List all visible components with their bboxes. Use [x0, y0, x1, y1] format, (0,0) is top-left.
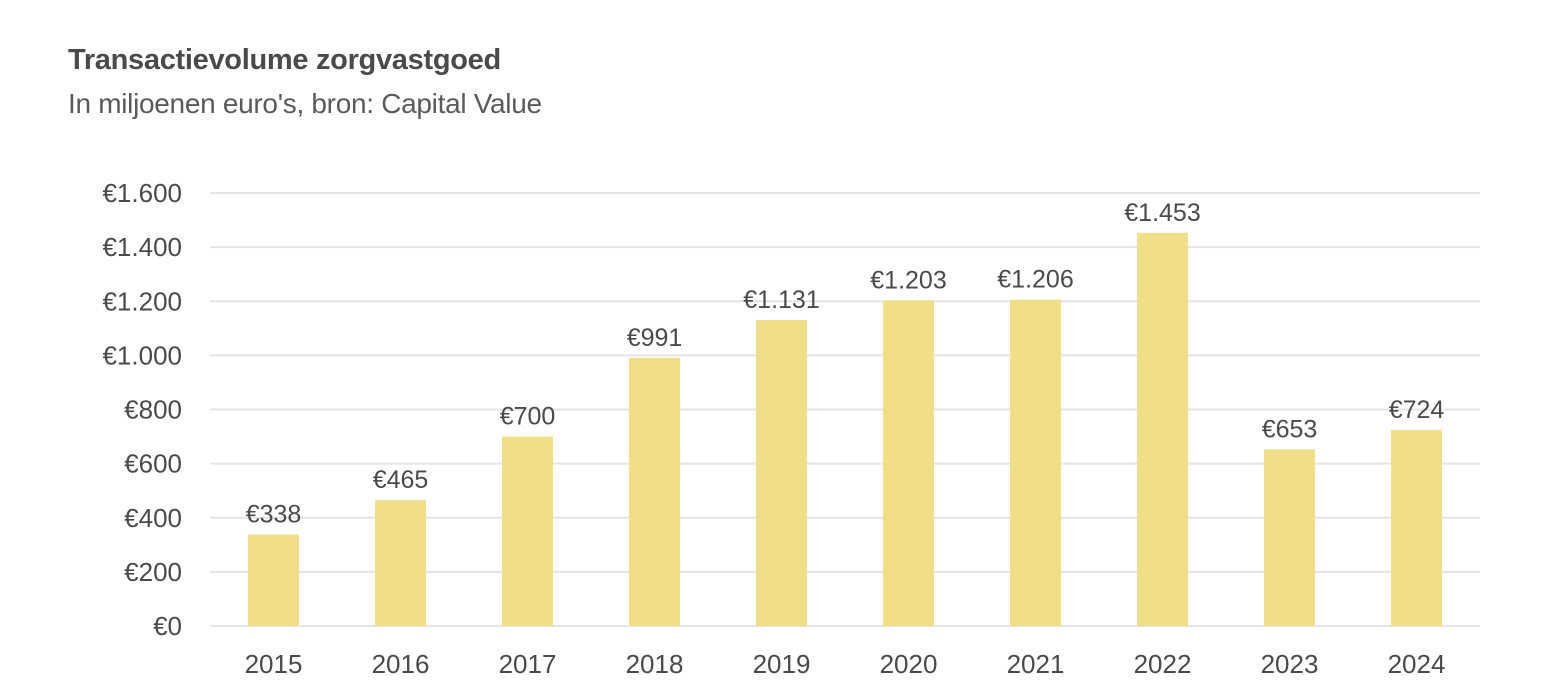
y-tick-label: €0 [153, 611, 182, 641]
bar-2015 [248, 534, 299, 626]
data-label: €1.206 [997, 266, 1073, 294]
x-tick-label: 2017 [499, 649, 557, 679]
bar-2019 [756, 319, 807, 626]
data-label: €991 [627, 324, 683, 352]
y-tick-label: €200 [124, 557, 182, 587]
chart-title: Transactievolume zorgvastgoed [68, 44, 501, 76]
x-tick-label: 2020 [880, 649, 938, 679]
x-tick-label: 2019 [753, 649, 811, 679]
bar-2023 [1264, 449, 1315, 626]
chart-subtitle: In miljoenen euro's, bron: Capital Value [68, 88, 542, 119]
y-tick-label: €1.400 [102, 232, 182, 262]
data-label: €338 [246, 501, 302, 529]
x-axis-ticks: 2015 2016 2017 2018 2019 2020 2021 2022 2023 2024 [245, 649, 1446, 679]
x-tick-label: 2024 [1388, 649, 1446, 679]
data-label: €1.203 [870, 266, 946, 294]
bar-2020 [883, 300, 934, 626]
data-label: €465 [373, 466, 429, 494]
x-tick-label: 2023 [1261, 649, 1319, 679]
y-tick-label: €400 [124, 503, 182, 533]
y-tick-label: €800 [124, 395, 182, 425]
bars [248, 232, 1442, 627]
bar-2022 [1137, 232, 1188, 627]
y-tick-label: €1.000 [102, 340, 182, 370]
x-tick-label: 2016 [372, 649, 430, 679]
y-tick-label: €600 [124, 449, 182, 479]
x-tick-label: 2022 [1134, 649, 1192, 679]
data-label: €724 [1389, 396, 1445, 424]
bar-2021 [1010, 299, 1061, 626]
x-tick-label: 2018 [626, 649, 684, 679]
y-tick-label: €1.600 [102, 178, 182, 208]
data-label: €700 [500, 403, 556, 431]
data-label: €1.131 [743, 286, 819, 314]
y-tick-label: €1.200 [102, 286, 182, 316]
y-axis-ticks: €0 €200 €400 €600 €800 €1.000 €1.200 €1.400 €1.6… [102, 178, 182, 641]
bar-2017 [502, 436, 553, 626]
data-labels: €338 €465 €700 €991 €1.131 €1.203 €1.206 €1.453… [246, 199, 1445, 529]
data-label: €653 [1262, 415, 1318, 443]
x-tick-label: 2021 [1007, 649, 1065, 679]
bar-2016 [375, 500, 426, 626]
bar-2024 [1391, 430, 1442, 626]
data-label: €1.453 [1124, 199, 1200, 227]
x-tick-label: 2015 [245, 649, 303, 679]
bar-2018 [629, 357, 680, 626]
